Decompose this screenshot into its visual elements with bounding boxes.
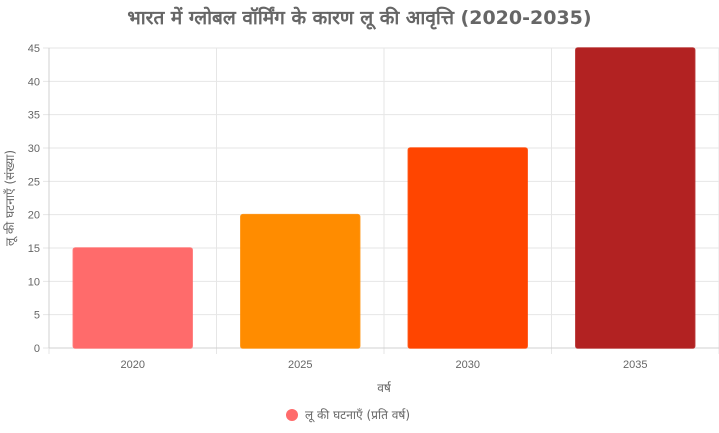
legend-swatch	[286, 409, 298, 421]
x-tick-label: 2020	[121, 359, 145, 371]
x-tick-label: 2025	[288, 359, 312, 371]
x-tick-label: 2035	[623, 359, 647, 371]
bars	[72, 47, 696, 349]
bar-2035[interactable]	[575, 47, 696, 349]
y-tick-label: 10	[28, 276, 40, 288]
y-axis-ticks: 0 5 10 15 20 25 30 35 40 45	[28, 43, 40, 355]
legend[interactable]: लू की घटनाएँ (प्रति वर्ष)	[286, 408, 410, 423]
bar-2020[interactable]	[72, 247, 193, 349]
y-tick-label: 40	[28, 76, 40, 88]
y-axis-label: लू की घटनाएँ (संख्या)	[3, 150, 18, 246]
chart-title: भारत में ग्लोबल वॉर्मिंग के कारण लू की आ…	[127, 6, 591, 30]
y-tick-label: 35	[28, 110, 40, 122]
y-tick-label: 0	[34, 343, 40, 355]
bar-2025[interactable]	[240, 213, 361, 349]
y-tick-label: 45	[28, 43, 40, 55]
y-tick-label: 5	[34, 310, 40, 322]
y-tick-label: 15	[28, 243, 40, 255]
x-tick-label: 2030	[456, 359, 480, 371]
y-tick-label: 25	[28, 176, 40, 188]
bar-2030[interactable]	[407, 147, 528, 349]
y-tick-label: 30	[28, 143, 40, 155]
y-tick-label: 20	[28, 210, 40, 222]
x-axis-ticks: 2020 2025 2030 2035	[121, 359, 648, 371]
legend-label: लू की घटनाएँ (प्रति वर्ष)	[305, 408, 410, 423]
x-axis-label: वर्ष	[377, 381, 392, 395]
